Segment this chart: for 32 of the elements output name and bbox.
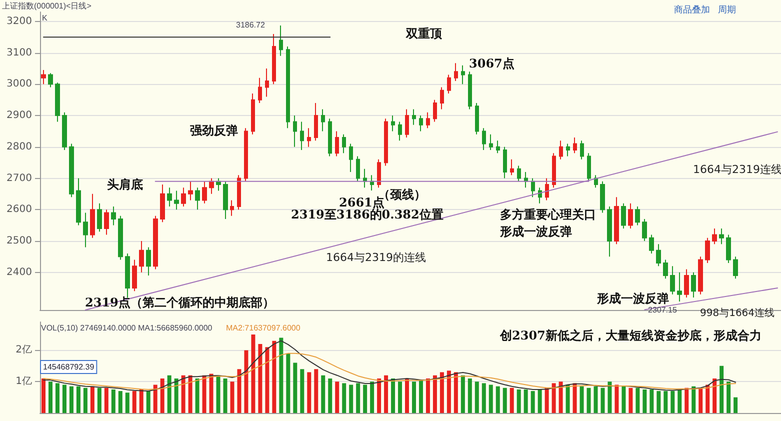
annotation: 商品叠加 — [674, 4, 710, 16]
annotation: 1664与2319的连线 — [326, 251, 426, 264]
y-tick-label: 2500 — [6, 235, 32, 246]
annotation: K — [42, 14, 48, 22]
annotation: 2319至3186的0.382位置 — [291, 208, 444, 222]
y-tick-label: 1亿 — [16, 376, 32, 388]
annotation: 3067点 — [469, 56, 514, 70]
annotation: 145468792.39 — [43, 362, 95, 372]
annotation: 强劲反弹 — [190, 124, 238, 138]
annotation: 形成一波反弹 — [596, 292, 669, 306]
annotation: 2319点（第二个循环的中期底部） — [85, 296, 274, 310]
y-tick-label: 2400 — [6, 266, 32, 278]
annotation: 头肩底 — [107, 178, 143, 192]
y-tick-label: 3000 — [6, 78, 32, 90]
y-tick-label: 3200 — [6, 16, 32, 27]
annotation: 多方重要心理关口 — [500, 208, 596, 222]
y-tick-label: 2900 — [6, 110, 32, 122]
y-tick-label: 2800 — [6, 141, 32, 152]
y-tick-label: 2亿 — [16, 344, 32, 356]
chart-title: 上证指数(000001)<日线> — [2, 2, 92, 10]
y-tick-label: 3100 — [6, 47, 32, 58]
annotation: 双重顶 — [405, 26, 443, 40]
y-tick-label: 2600 — [6, 204, 32, 216]
annotation: 形成一波反弹 — [499, 224, 572, 238]
annotation: 2307.15 — [648, 306, 678, 314]
annotation: MA2:71637097.6000 — [226, 324, 301, 332]
annotation: 周期 — [718, 4, 736, 16]
annotation: 创2307新低之后，大量短线资金抄底，形成合力 — [499, 328, 762, 342]
y-tick-label: 2700 — [6, 172, 32, 184]
annotation: 998与1664连线 — [700, 307, 775, 319]
annotation: 3186.72 — [236, 20, 266, 30]
annotation: VOL(5,10) 27469140.0000 MA1:56685960.0000 — [41, 324, 213, 332]
